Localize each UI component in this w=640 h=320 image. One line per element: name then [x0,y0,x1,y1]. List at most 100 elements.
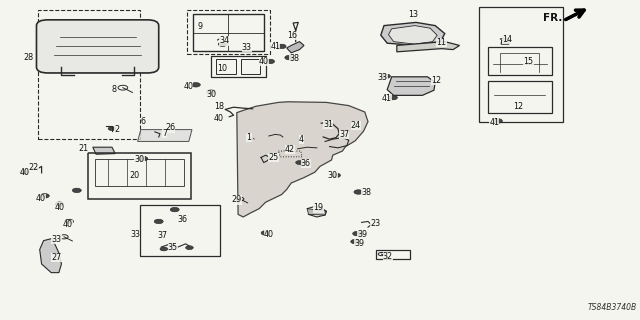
Text: 37: 37 [339,130,349,139]
Polygon shape [397,42,460,52]
Circle shape [20,170,29,174]
Text: 21: 21 [78,144,88,153]
Circle shape [493,119,502,123]
Text: 15: 15 [524,57,534,66]
Text: 33: 33 [242,43,252,52]
Text: 34: 34 [220,36,230,45]
Text: 14: 14 [502,35,512,44]
Circle shape [55,202,64,206]
Bar [95,159,184,186]
Circle shape [207,90,216,94]
Polygon shape [287,42,304,53]
Polygon shape [93,147,115,154]
Circle shape [277,44,286,49]
Bar [479,7,563,122]
Polygon shape [138,130,192,141]
Circle shape [388,95,397,100]
Text: 32: 32 [383,252,393,261]
Text: 41: 41 [270,42,280,51]
Text: 8: 8 [112,85,117,94]
Text: 20: 20 [129,172,140,180]
Polygon shape [237,102,368,217]
Circle shape [40,194,49,198]
Polygon shape [40,238,61,273]
Text: 37: 37 [157,231,168,240]
Text: 40: 40 [19,168,29,177]
Text: 40: 40 [214,114,224,123]
Text: 41: 41 [489,118,499,127]
Text: FR.: FR. [543,12,562,23]
Text: 40: 40 [54,203,65,212]
Circle shape [261,231,270,235]
Bar [216,59,236,74]
Text: 29: 29 [232,196,242,204]
Text: 27: 27 [51,253,61,262]
Text: 25: 25 [268,153,278,162]
Text: 4: 4 [299,135,304,144]
Text: TS84B3740B: TS84B3740B [588,303,637,312]
Text: 38: 38 [361,188,371,197]
Text: 39: 39 [357,230,367,239]
Circle shape [381,74,390,78]
Circle shape [285,55,294,60]
Circle shape [353,231,362,236]
Circle shape [186,246,193,250]
Circle shape [72,188,81,193]
Polygon shape [501,40,509,44]
Circle shape [160,247,168,251]
Text: 33: 33 [378,73,388,82]
Text: 33: 33 [51,235,61,244]
Text: 19: 19 [314,204,324,212]
Bar [488,81,552,113]
Text: 1: 1 [246,133,252,142]
Bar [140,205,220,256]
Text: 12: 12 [431,76,442,85]
Circle shape [65,219,74,224]
Bar [193,14,264,51]
Text: 28: 28 [23,53,33,62]
Circle shape [170,207,179,212]
Bar [88,153,191,199]
Text: 31: 31 [323,120,333,129]
Polygon shape [387,77,435,95]
Text: 33: 33 [130,230,140,239]
Text: 16: 16 [287,31,297,40]
Circle shape [332,173,340,178]
Text: 7: 7 [162,129,167,138]
Text: 10: 10 [217,64,227,73]
Bar [187,10,270,54]
Text: 36: 36 [177,215,188,224]
Text: 40: 40 [259,57,269,66]
Text: 41: 41 [381,94,392,103]
Polygon shape [388,26,437,44]
Bar [211,56,266,77]
Text: 36: 36 [301,159,311,168]
Text: 42: 42 [285,145,295,154]
Circle shape [138,156,147,161]
Text: 40: 40 [36,194,46,203]
Text: 40: 40 [264,230,274,239]
Circle shape [351,239,360,244]
Bar [38,10,140,139]
Circle shape [354,190,363,194]
Circle shape [154,219,163,224]
Text: 35: 35 [168,244,178,252]
Circle shape [191,83,200,87]
Circle shape [218,42,227,46]
FancyArrowPatch shape [566,11,584,20]
Text: 12: 12 [513,102,524,111]
Circle shape [266,59,275,64]
Text: 2: 2 [114,125,119,134]
Circle shape [108,127,116,131]
Text: 40: 40 [183,82,193,91]
Text: 40: 40 [63,220,73,229]
Text: 30: 30 [328,171,338,180]
Text: 22: 22 [28,163,38,172]
Bar [488,47,552,75]
Text: 13: 13 [408,10,419,19]
Polygon shape [381,22,445,45]
Polygon shape [307,209,326,215]
Text: 23: 23 [370,219,380,228]
Text: 39: 39 [355,239,365,248]
Text: 24: 24 [351,121,361,130]
